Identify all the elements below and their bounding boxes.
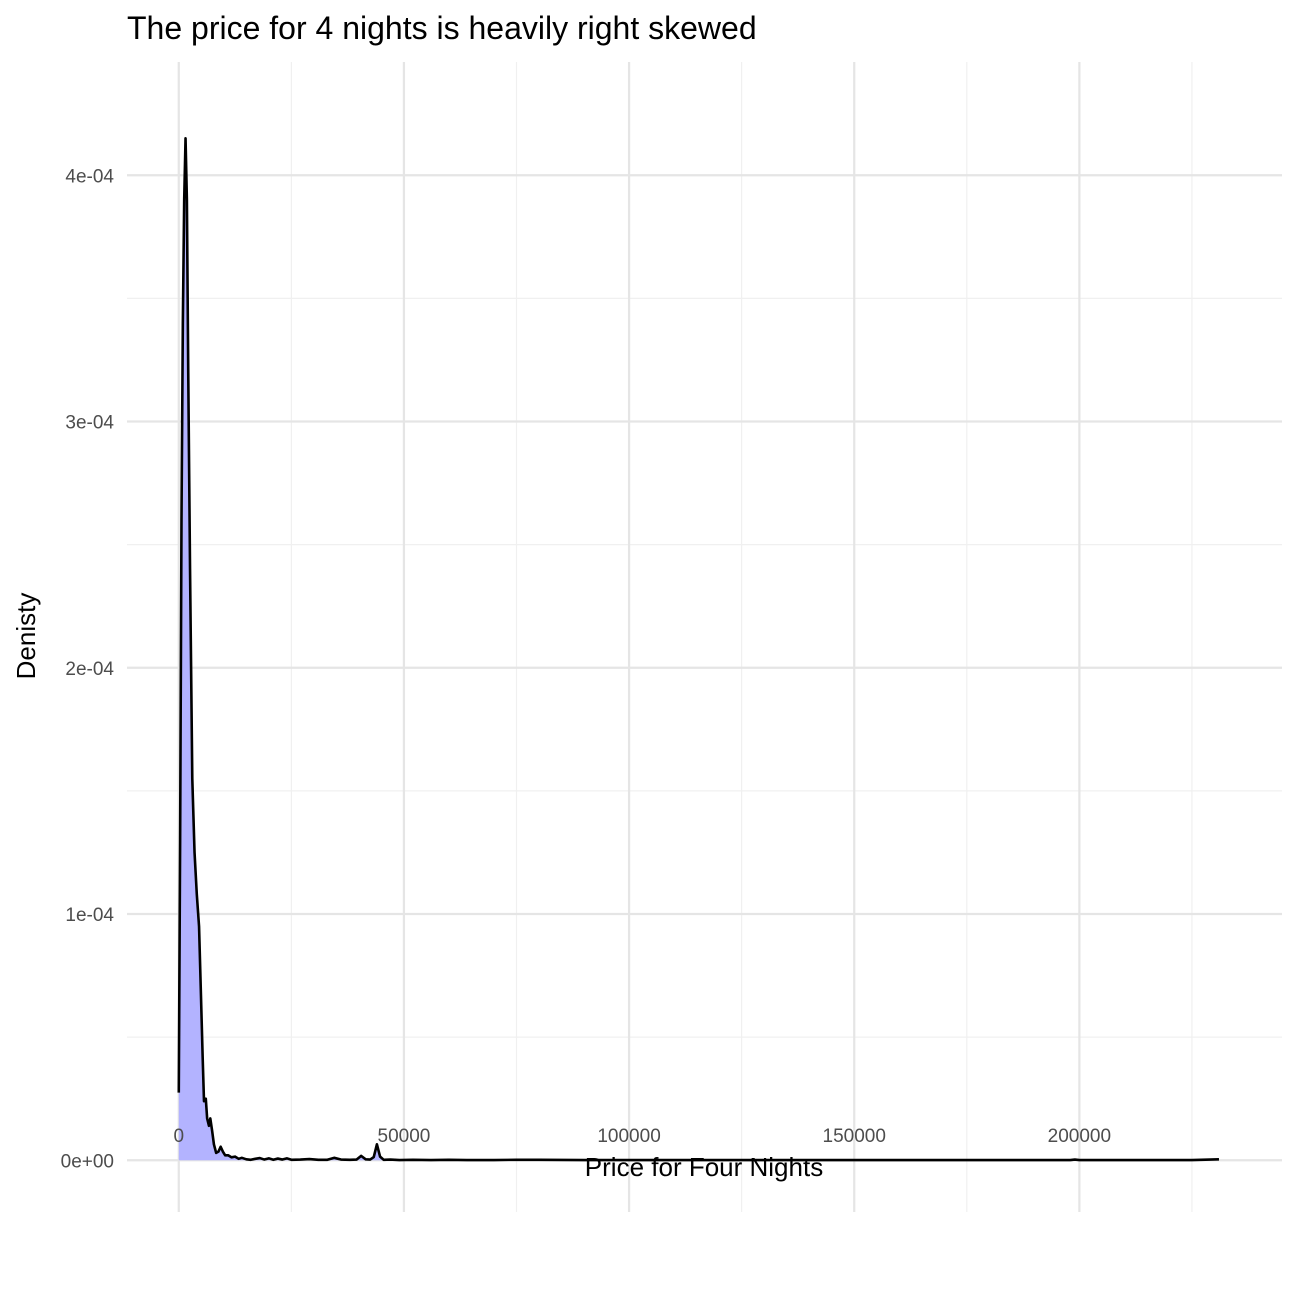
y-axis-title: Denisty <box>11 593 41 680</box>
x-axis-ticks: 0 50000 100000 150000 200000 <box>173 1126 1111 1147</box>
grid-lines <box>127 62 1282 1212</box>
x-tick-label: 0 <box>173 1126 184 1147</box>
x-tick-label: 150000 <box>823 1126 886 1147</box>
y-tick-label: 1e-04 <box>65 905 114 926</box>
y-axis-ticks: 0e+00 1e-04 2e-04 3e-04 4e-04 <box>61 166 115 1172</box>
x-tick-label: 200000 <box>1048 1126 1111 1147</box>
chart-title: The price for 4 nights is heavily right … <box>127 10 757 46</box>
x-axis-title: Price for Four Nights <box>585 1152 823 1182</box>
y-tick-label: 4e-04 <box>65 166 114 187</box>
density-fill <box>178 138 1219 1161</box>
x-tick-label: 50000 <box>378 1126 431 1147</box>
density-line <box>177 137 1219 1162</box>
y-tick-label: 0e+00 <box>61 1151 114 1172</box>
x-tick-label: 100000 <box>597 1126 660 1147</box>
density-area <box>177 137 1219 1162</box>
y-tick-label: 3e-04 <box>65 413 114 434</box>
y-tick-label: 2e-04 <box>65 659 114 680</box>
